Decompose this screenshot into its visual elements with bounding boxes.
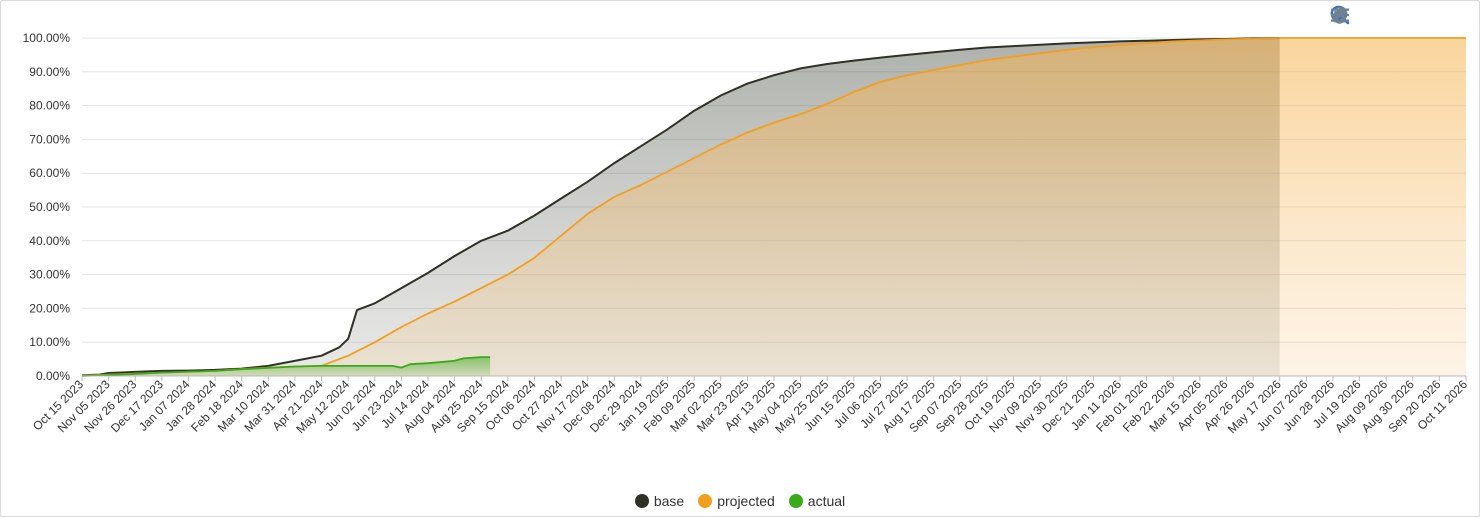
- legend-item-actual[interactable]: actual: [788, 493, 846, 509]
- legend-label-projected: projected: [717, 493, 775, 509]
- y-tick-label: 70.00%: [29, 132, 70, 146]
- y-tick-label: 0.00%: [36, 369, 70, 383]
- y-tick-label: 90.00%: [29, 65, 70, 79]
- y-tick-label: 40.00%: [29, 234, 70, 248]
- chart-toolbar: [1330, 5, 1470, 25]
- y-tick-label: 100.00%: [23, 31, 71, 45]
- y-axis: 0.00% 10.00% 20.00% 30.00% 40.00% 50.00% 60.00…: [23, 31, 71, 383]
- area-projected: [82, 38, 1466, 376]
- legend-marker-actual: [788, 494, 803, 508]
- home-reset-icon[interactable]: [1332, 5, 1446, 25]
- legend-marker-base: [634, 494, 649, 508]
- area-actual: [82, 357, 491, 376]
- chart-legend: base projected actual: [0, 493, 1480, 509]
- y-tick-label: 10.00%: [29, 335, 70, 349]
- legend-label-actual: actual: [807, 493, 846, 509]
- legend-label-base: base: [653, 493, 685, 509]
- legend-item-base[interactable]: base: [634, 493, 685, 509]
- y-tick-label: 30.00%: [29, 268, 70, 282]
- legend-item-projected[interactable]: projected: [698, 493, 775, 509]
- line-actual[interactable]: [81, 356, 491, 377]
- legend-marker-projected: [698, 494, 713, 508]
- pan-hand-icon[interactable]: [1332, 5, 1422, 25]
- y-tick-label: 50.00%: [29, 200, 70, 214]
- menu-icon[interactable]: [1331, 5, 1470, 25]
- y-tick-label: 20.00%: [29, 301, 70, 315]
- series-areas: [82, 38, 1466, 376]
- zoom-out-icon[interactable]: [1330, 5, 1374, 25]
- series-lines: [81, 37, 1466, 377]
- line-base[interactable]: [81, 37, 1280, 377]
- zoom-select-icon[interactable]: [1331, 5, 1398, 25]
- y-tick-label: 60.00%: [29, 166, 70, 180]
- y-tick-label: 80.00%: [29, 99, 70, 113]
